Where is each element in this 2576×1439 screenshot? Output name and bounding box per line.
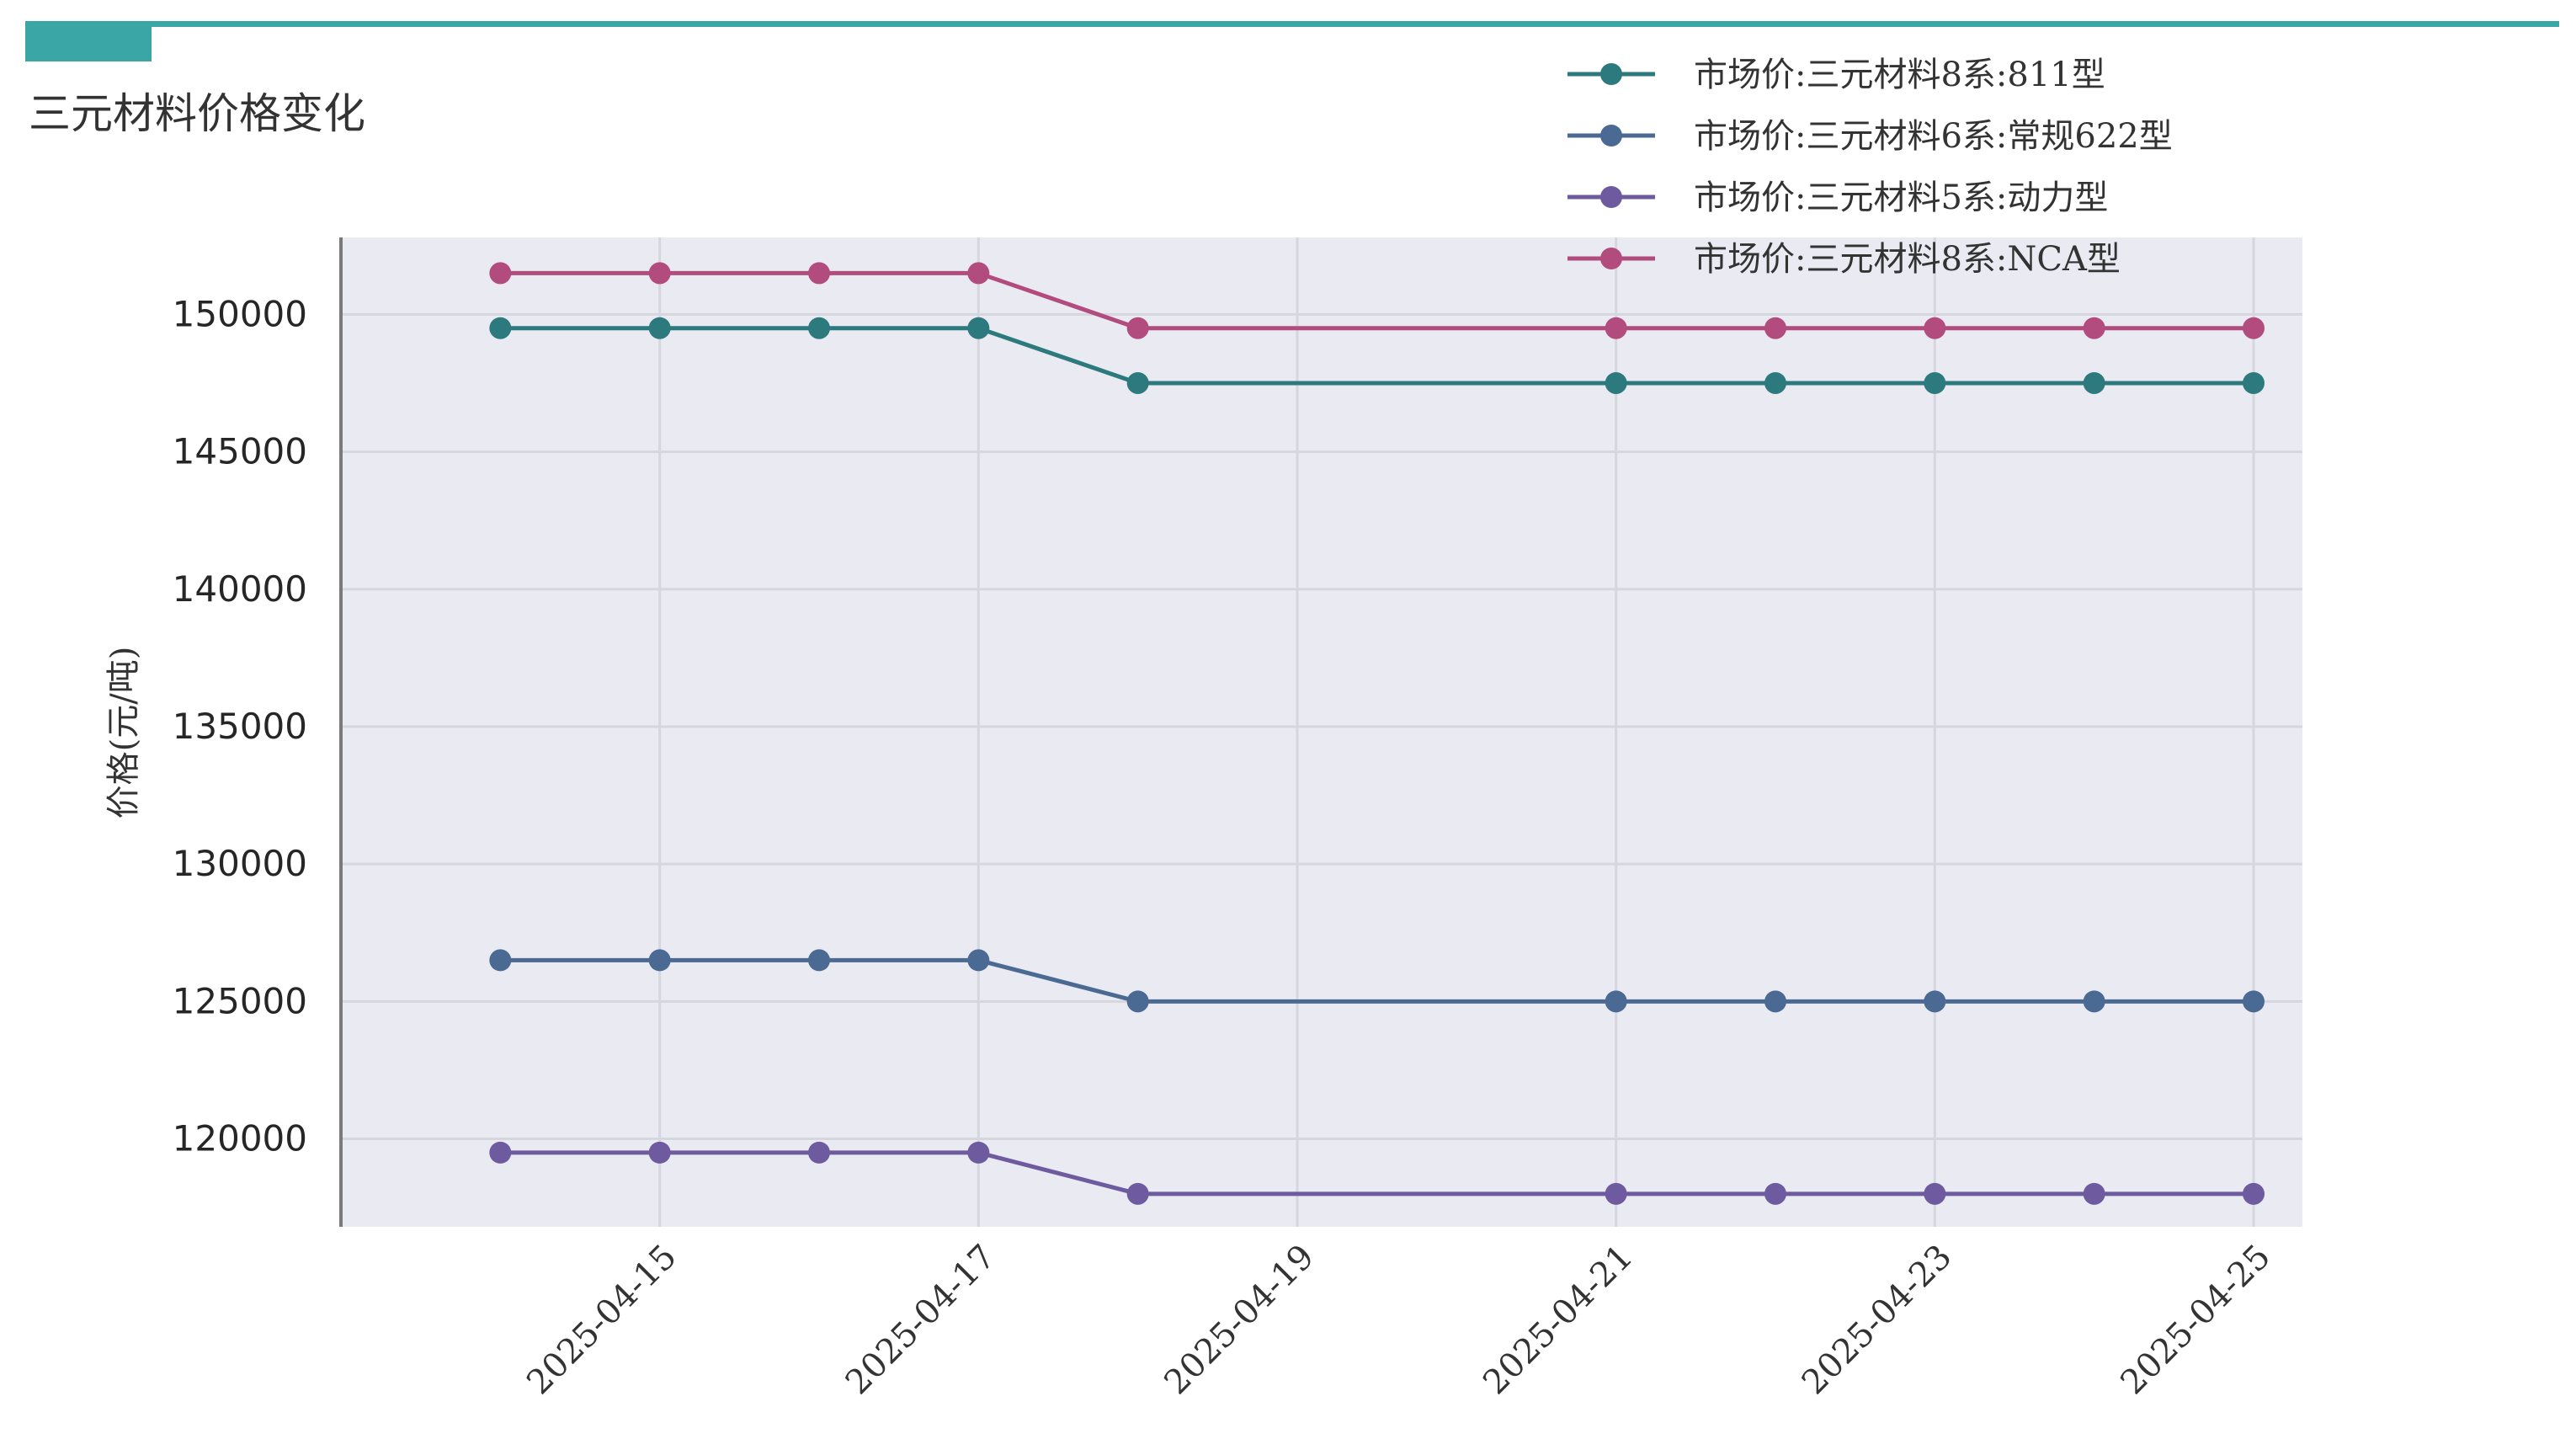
data-point [808,317,830,339]
data-point [2243,1182,2265,1205]
data-point [2083,990,2105,1013]
x-tick-label: 2025-04-19 [1157,1238,1322,1403]
data-point [648,317,671,339]
y-tick-labels: 120000 125000 130000 135000 140000 145000 1500… [173,293,307,1159]
series-line [500,957,2254,1004]
legend-item: 市场价:三元材料6系:常规622型 [1567,117,2173,156]
x-tick-labels: 2025-04-15 2025-04-17 2025-04-19 2025-04-21… [519,1238,2278,1403]
series-3 [489,1141,2265,1205]
data-point [967,949,990,972]
data-point [808,949,830,972]
data-point [1924,990,1946,1013]
data-point [1605,1182,1627,1205]
data-point [967,262,990,285]
legend-item: 市场价:三元材料5系:动力型 [1567,179,2108,217]
data-point [489,949,512,972]
data-point [1764,1182,1786,1205]
legend-item: 市场价:三元材料8系:NCA型 [1567,240,2121,279]
data-point [967,1141,990,1164]
header-accent-tab [25,21,152,61]
header-accent-line [25,21,2559,27]
page-title: 三元材料价格变化 [29,89,365,138]
data-point [1764,317,1786,339]
y-tick-label: 120000 [173,1118,307,1159]
series-1 [489,317,2265,394]
data-point [808,262,830,285]
data-point [1924,317,1946,339]
series-4 [489,262,2265,339]
y-tick-label: 140000 [173,568,307,610]
legend-label: 市场价:三元材料8系:NCA型 [1694,240,2121,279]
legend-label: 市场价:三元材料6系:常规622型 [1694,117,2173,156]
data-point [1605,317,1627,339]
data-point [2243,317,2265,339]
y-tick-label: 135000 [173,706,307,747]
data-point [1126,1182,1149,1205]
y-axis-label: 价格(元/吨) [104,647,143,819]
data-point [2243,990,2265,1013]
series-2 [489,949,2265,1013]
data-point [648,949,671,972]
y-tick-label: 145000 [173,431,307,472]
data-point [1764,990,1786,1013]
legend: 市场价:三元材料8系:811型市场价:三元材料6系:常规622型市场价:三元材料… [1567,56,2173,279]
data-point [1924,1182,1946,1205]
x-tick-label: 2025-04-17 [838,1238,1003,1403]
legend-marker [1600,186,1622,208]
data-point [1605,371,1627,394]
y-tick-label: 125000 [173,980,307,1021]
data-point [2083,317,2105,339]
data-point [1924,371,1946,394]
data-point [967,317,990,339]
data-point [648,1141,671,1164]
data-point [489,262,512,285]
data-point [2083,1182,2105,1205]
legend-label: 市场价:三元材料8系:811型 [1694,56,2105,94]
series-line [500,326,2254,386]
data-point [648,262,671,285]
legend-item: 市场价:三元材料8系:811型 [1567,56,2105,94]
data-point [2083,371,2105,394]
data-point [2243,371,2265,394]
legend-marker [1600,63,1622,85]
grid-layer [341,237,2302,1227]
data-point [808,1141,830,1164]
data-point [1126,317,1149,339]
data-point [1764,371,1786,394]
data-point [1605,990,1627,1013]
x-tick-label: 2025-04-21 [1476,1238,1641,1403]
legend-marker [1600,248,1622,269]
series-line [500,270,2254,331]
series-line [500,1150,2254,1197]
data-point [489,1141,512,1164]
y-tick-label: 150000 [173,293,307,334]
data-point [1126,371,1149,394]
data-point [1126,990,1149,1013]
x-tick-label: 2025-04-15 [519,1238,684,1403]
legend-label: 市场价:三元材料5系:动力型 [1694,179,2108,217]
legend-marker [1600,125,1622,147]
series-layer [489,262,2265,1205]
plot-background [341,237,2302,1227]
data-point [489,317,512,339]
x-tick-label: 2025-04-23 [1795,1238,1960,1403]
x-tick-label: 2025-04-25 [2113,1238,2278,1403]
y-tick-label: 130000 [173,843,307,884]
